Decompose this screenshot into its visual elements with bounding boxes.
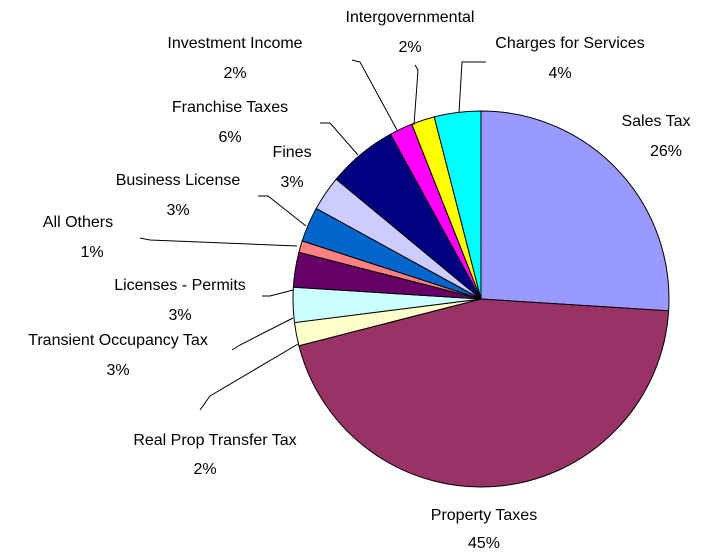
slice-percent: 45%: [468, 535, 500, 552]
pie-slice: [480, 110, 670, 312]
slice-label: Business License: [116, 172, 241, 189]
leader-line: [262, 289, 294, 297]
slice-label: Real Prop Transfer Tax: [133, 432, 296, 449]
slice-percent: 3%: [166, 202, 189, 219]
leader-line: [413, 64, 419, 126]
slice-percent: 26%: [650, 143, 682, 160]
slice-label: Charges for Services: [495, 35, 644, 52]
leader-line: [199, 343, 299, 411]
leader-line: [231, 317, 294, 351]
leader-line: [458, 61, 486, 114]
slice-label: Investment Income: [167, 35, 302, 52]
slice-label: Sales Tax: [621, 113, 690, 130]
pie-slice: [433, 110, 482, 300]
slice-percent: 3%: [280, 174, 303, 191]
leader-line: [139, 237, 298, 247]
slice-percent: 2%: [398, 39, 421, 56]
slice-label: Licenses - Permits: [114, 277, 246, 294]
leader-line: [258, 195, 307, 227]
slice-label: Intergovernmental: [346, 9, 475, 26]
slice-percent: 3%: [168, 307, 191, 324]
slice-label: Franchise Taxes: [172, 99, 288, 116]
leader-line: [351, 59, 398, 131]
pie-slice: [298, 298, 670, 488]
leader-line: [320, 122, 359, 156]
slice-percent: 6%: [218, 129, 241, 146]
slice-percent: 2%: [193, 461, 216, 478]
slice-label: Fines: [272, 144, 311, 161]
slice-percent: 1%: [80, 244, 103, 261]
slice-percent: 2%: [223, 65, 246, 82]
slice-label: Property Taxes: [431, 507, 537, 524]
slice-percent: 4%: [548, 65, 571, 82]
slice-percent: 3%: [106, 362, 129, 379]
slice-label: Transient Occupancy Tax: [28, 332, 208, 349]
slice-label: All Others: [43, 214, 113, 231]
